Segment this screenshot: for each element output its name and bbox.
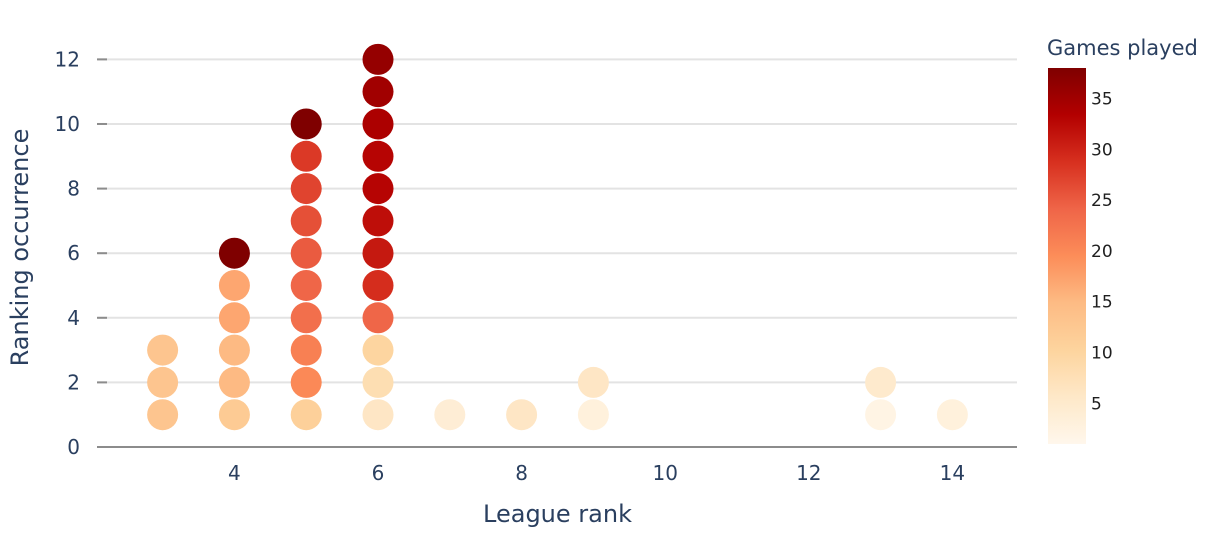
data-point: [362, 302, 394, 334]
data-point: [362, 43, 394, 75]
x-tick-label: 12: [796, 461, 821, 485]
data-point: [362, 108, 394, 140]
y-tick-label: 0: [67, 435, 80, 459]
data-point: [218, 269, 250, 301]
data-point: [218, 334, 250, 366]
colorbar-tick-label: 5: [1091, 394, 1102, 414]
data-point: [362, 140, 394, 172]
data-point: [936, 399, 968, 431]
x-tick-label: 8: [515, 461, 528, 485]
colorbar-tick-label: 20: [1091, 242, 1113, 262]
colorbar-tick-label: 10: [1091, 344, 1113, 364]
data-point: [362, 173, 394, 205]
data-point: [865, 399, 897, 431]
x-axis-title: League rank: [483, 500, 632, 528]
data-point: [218, 302, 250, 334]
x-tick-label: 4: [228, 461, 241, 485]
x-tick-label: 6: [372, 461, 385, 485]
data-point: [506, 399, 538, 431]
data-point: [290, 269, 322, 301]
colorbar-title: Games played: [1047, 36, 1198, 60]
colorbar-tick-label: 30: [1091, 140, 1113, 160]
y-tick-label: 10: [55, 112, 80, 136]
data-point: [362, 334, 394, 366]
data-point: [290, 366, 322, 398]
data-point: [362, 269, 394, 301]
data-point: [362, 76, 394, 108]
data-point: [290, 173, 322, 205]
data-point: [362, 237, 394, 269]
data-point: [362, 205, 394, 237]
y-tick-label: 6: [67, 241, 80, 265]
x-tick-label: 14: [940, 461, 965, 485]
y-tick-label: 4: [67, 306, 80, 330]
colorbar-tick-label: 25: [1091, 191, 1113, 211]
data-point: [147, 366, 179, 398]
data-point: [290, 334, 322, 366]
x-tick-label: 10: [652, 461, 677, 485]
data-point: [147, 334, 179, 366]
colorbar: [1048, 68, 1086, 444]
data-point: [218, 366, 250, 398]
data-point: [865, 366, 897, 398]
data-point: [362, 399, 394, 431]
data-point: [434, 399, 466, 431]
data-point: [290, 140, 322, 172]
data-point: [290, 237, 322, 269]
y-tick-label: 12: [55, 47, 80, 71]
data-point: [290, 205, 322, 237]
colorbar-tick-label: 35: [1091, 89, 1113, 109]
y-axis-title: Ranking occurrence: [6, 129, 34, 367]
data-point: [362, 366, 394, 398]
data-point: [218, 237, 250, 269]
y-tick-label: 8: [67, 177, 80, 201]
colorbar-tick-label: 15: [1091, 293, 1113, 313]
data-point: [290, 399, 322, 431]
data-point: [218, 399, 250, 431]
y-tick-label: 2: [67, 370, 80, 394]
data-point: [577, 399, 609, 431]
data-point: [290, 108, 322, 140]
data-point: [290, 302, 322, 334]
data-point: [577, 366, 609, 398]
data-point: [147, 399, 179, 431]
